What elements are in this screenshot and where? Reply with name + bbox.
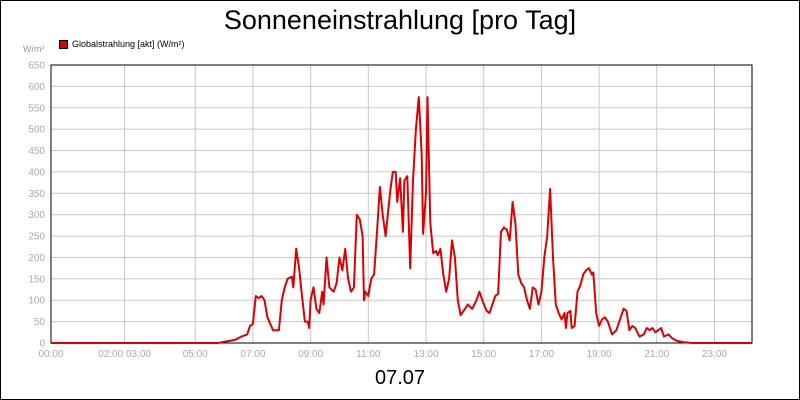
y-tick-label: 600 — [28, 82, 45, 93]
x-tick-label: 07:00 — [240, 349, 265, 360]
legend: Globalstrahlung [akt] (W/m²) — [59, 39, 185, 49]
x-tick-label: 17:00 — [529, 349, 554, 360]
y-tick-label: 650 — [28, 61, 45, 72]
legend-swatch — [59, 39, 68, 49]
legend-label: Globalstrahlung [akt] (W/m²) — [72, 39, 185, 49]
x-tick-label: 23:00 — [702, 349, 727, 360]
x-tick-label: 15:00 — [471, 349, 496, 360]
y-tick-labels: 0 50 100 150 200 250 300 350 400 450 500 550 600 650 — [28, 61, 45, 350]
y-tick-label: 0 — [39, 339, 45, 350]
x-tick-label: 09:00 — [298, 349, 323, 360]
y-tick-label: 150 — [28, 274, 45, 285]
x-tick-label: 05:00 — [183, 349, 208, 360]
y-tick-label: 200 — [28, 253, 45, 264]
date-label: 07.07 — [374, 367, 426, 389]
unit-label: W/m² — [23, 44, 45, 54]
chart-title: Sonneneinstrahlung [pro Tag] — [223, 5, 577, 35]
plot-border — [50, 64, 753, 344]
x-tick-label: 21:00 — [644, 349, 669, 360]
y-tick-label: 100 — [28, 296, 45, 307]
y-tick-label: 450 — [28, 146, 45, 157]
x-tick-label: 19:00 — [587, 349, 612, 360]
y-tick-label: 300 — [28, 210, 45, 221]
y-tick-label: 500 — [28, 125, 45, 136]
x-tick-label: 02:00 03:00 — [98, 349, 151, 360]
y-tick-label: 50 — [34, 317, 46, 328]
y-tick-label: 350 — [28, 189, 45, 200]
y-tick-label: 400 — [28, 167, 45, 178]
y-tick-label: 250 — [28, 232, 45, 243]
x-tick-label: 00:00 — [38, 349, 63, 360]
series-line-globalstrahlung — [51, 96, 752, 344]
x-tick-label: 13:00 — [414, 349, 439, 360]
x-tick-label: 11:00 — [356, 349, 381, 360]
x-tick-labels: 00:00 02:00 03:00 05:00 07:00 09:00 11:00 13:0… — [38, 349, 727, 360]
y-tick-label: 550 — [28, 103, 45, 114]
